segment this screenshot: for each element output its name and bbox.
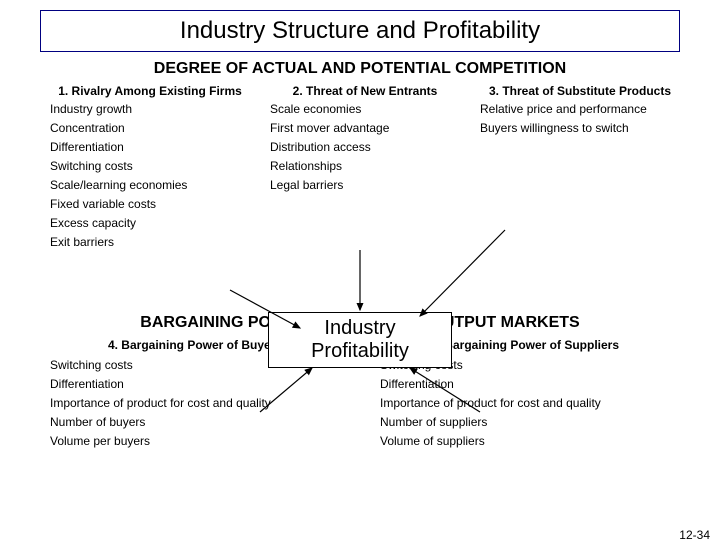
list-item: First mover advantage — [270, 119, 460, 138]
list-item: Number of buyers — [50, 413, 340, 432]
col-1: 1. Rivalry Among Existing Firms Industry… — [50, 82, 250, 252]
center-line1: Industry — [275, 317, 445, 340]
list-item: Exit barriers — [50, 233, 250, 252]
list-item: Switching costs — [50, 157, 250, 176]
list-item: Differentiation — [380, 375, 670, 394]
col-2-header: 2. Threat of New Entrants — [270, 82, 460, 100]
list-item: Industry growth — [50, 100, 250, 119]
list-item: Relationships — [270, 157, 460, 176]
list-item: Buyers willingness to switch — [480, 119, 680, 138]
col-3: 3. Threat of Substitute Products Relativ… — [480, 82, 680, 252]
col-3-header: 3. Threat of Substitute Products — [480, 82, 680, 100]
list-item: Volume per buyers — [50, 432, 340, 451]
list-item: Distribution access — [270, 138, 460, 157]
col-2-items: Scale economies First mover advantage Di… — [270, 100, 460, 195]
list-item: Concentration — [50, 119, 250, 138]
list-item: Importance of product for cost and quali… — [380, 394, 670, 413]
list-item: Differentiation — [50, 138, 250, 157]
center-box: Industry Profitability — [268, 312, 452, 368]
list-item: Importance of product for cost and quali… — [50, 394, 340, 413]
center-line2: Profitability — [275, 340, 445, 363]
list-item: Excess capacity — [50, 214, 250, 233]
list-item: Legal barriers — [270, 176, 460, 195]
top-columns: 1. Rivalry Among Existing Firms Industry… — [50, 82, 670, 252]
col-1-items: Industry growth Concentration Differenti… — [50, 100, 250, 252]
list-item: Fixed variable costs — [50, 195, 250, 214]
list-item: Scale economies — [270, 100, 460, 119]
list-item: Scale/learning economies — [50, 176, 250, 195]
col-1-header: 1. Rivalry Among Existing Firms — [50, 82, 250, 100]
list-item: Volume of suppliers — [380, 432, 670, 451]
col-3-items: Relative price and performance Buyers wi… — [480, 100, 680, 138]
col-5-items: Switching costs Differentiation Importan… — [380, 356, 670, 451]
col-4-items: Switching costs Differentiation Importan… — [50, 356, 340, 451]
col-2: 2. Threat of New Entrants Scale economie… — [270, 82, 460, 252]
list-item: Relative price and performance — [480, 100, 680, 119]
slide-title: Industry Structure and Profitability — [40, 10, 680, 52]
list-item: Number of suppliers — [380, 413, 670, 432]
list-item: Differentiation — [50, 375, 340, 394]
section-header-top: DEGREE OF ACTUAL AND POTENTIAL COMPETITI… — [0, 60, 720, 78]
